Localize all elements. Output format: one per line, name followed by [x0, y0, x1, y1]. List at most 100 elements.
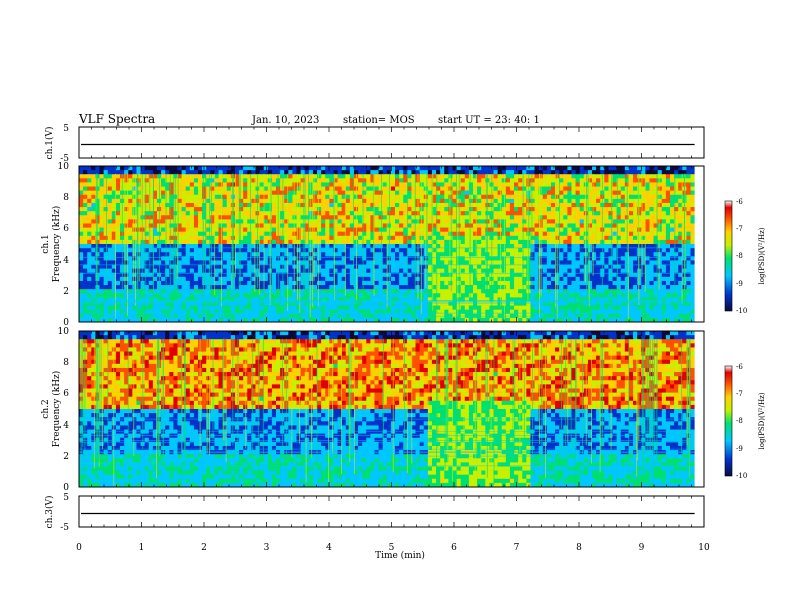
- spectrogram-cell: [234, 186, 240, 191]
- spectrogram-cell: [185, 219, 191, 224]
- spectrogram-cell: [370, 252, 375, 257]
- spectrogram-cell: [341, 305, 347, 310]
- spectrogram-cell: [341, 211, 347, 216]
- spectrogram-cell: [407, 219, 412, 224]
- spectrogram-cell: [308, 227, 314, 232]
- spectrogram-cell: [259, 260, 264, 265]
- spectrogram-cell: [329, 166, 334, 171]
- spectrogram-cell: [395, 227, 400, 232]
- spectrogram-cell: [436, 276, 441, 282]
- spectrogram-cell: [243, 301, 248, 306]
- spectrogram-cell: [522, 211, 527, 216]
- spectrogram-cell: [473, 289, 478, 294]
- spectrogram-cell: [427, 202, 433, 208]
- spectrogram-cell: [325, 264, 330, 269]
- spectrogram-cell: [103, 244, 109, 249]
- spectrogram-cell: [349, 264, 355, 269]
- spectrogram-cell: [436, 231, 441, 237]
- spectrogram-cell: [259, 207, 264, 212]
- spectrogram-cell: [468, 301, 474, 306]
- spectrogram-cell: [366, 293, 371, 298]
- spectrogram-cell: [341, 301, 347, 306]
- spectrogram-cell: [345, 190, 351, 196]
- spectrogram-cell: [407, 260, 412, 265]
- spectrogram-cell: [546, 190, 552, 196]
- spectrogram-cell: [292, 256, 297, 261]
- spectrogram-cell: [185, 239, 191, 245]
- spectrogram-cell: [382, 235, 388, 241]
- spectrogram-cell: [497, 190, 503, 196]
- spectrogram-cell: [136, 219, 141, 224]
- spectrogram-cell: [111, 260, 117, 265]
- spectrogram-cell: [559, 211, 564, 216]
- spectrogram-cell: [284, 289, 289, 294]
- spectrogram-cell: [239, 170, 244, 175]
- spectrogram-cell: [390, 260, 396, 265]
- spectrogram-cell: [596, 260, 601, 265]
- spectrogram-cell: [202, 301, 207, 306]
- spectrogram-cell: [226, 239, 232, 245]
- spectrogram-cell: [193, 301, 199, 306]
- spectrogram-cell: [329, 268, 334, 274]
- spectrogram-cell: [436, 297, 441, 302]
- spectrogram-cell: [596, 256, 601, 261]
- spectrogram-cell: [592, 317, 597, 323]
- spectrogram-cell: [111, 223, 117, 228]
- spectrogram-cell: [604, 219, 609, 224]
- spectrogram-cell: [587, 248, 593, 253]
- spectrogram-cell: [181, 272, 186, 278]
- spectrogram-cell: [193, 207, 199, 212]
- spectrogram-cell: [407, 252, 412, 257]
- spectrogram-cell: [337, 215, 342, 220]
- spectrogram-cell: [542, 223, 548, 228]
- spectrogram-cell: [592, 293, 597, 298]
- spectrogram-cell: [395, 268, 400, 274]
- spectrogram-cell: [280, 252, 285, 257]
- spectrogram-cell: [575, 211, 580, 216]
- spectrogram-cell: [337, 276, 342, 282]
- spectrogram-cell: [321, 207, 326, 212]
- spectrogram-cell: [144, 194, 150, 200]
- spectrogram-cell: [124, 170, 129, 175]
- spectrogram-cell: [505, 202, 511, 208]
- spectrogram-cell: [407, 235, 412, 241]
- spectrogram-cell: [115, 178, 121, 183]
- spectrogram-cell: [300, 276, 306, 282]
- spectrogram-cell: [177, 244, 182, 249]
- spectrogram-cell: [169, 301, 174, 306]
- spectrogram-cell: [473, 293, 478, 298]
- spectrogram-cell: [563, 198, 568, 204]
- spectrogram-cell: [493, 239, 498, 245]
- spectrogram-cell: [325, 297, 330, 302]
- spectrogram-cell: [296, 198, 301, 204]
- spectrogram-cell: [193, 231, 199, 237]
- spectrogram-cell: [140, 182, 145, 187]
- spectrogram-cell: [579, 297, 585, 302]
- spectrogram-cell: [473, 178, 478, 183]
- spectrogram-cell: [99, 235, 104, 241]
- spectrogram-cell: [329, 223, 334, 228]
- spectrogram-cell: [587, 211, 593, 216]
- spectrogram-cell: [234, 268, 240, 274]
- spectrogram-cell: [362, 285, 367, 290]
- spectrogram-cell: [567, 174, 572, 179]
- spectrogram-cell: [296, 285, 301, 290]
- spectrogram-cell: [83, 190, 88, 196]
- spectrogram-cell: [198, 219, 203, 224]
- spectrogram-cell: [259, 244, 264, 249]
- spectrogram-cell: [399, 244, 404, 249]
- spectrogram-cell: [308, 219, 314, 224]
- spectrogram-cell: [514, 293, 519, 298]
- spectrogram-cell: [403, 272, 408, 278]
- spectrogram-cell: [230, 190, 236, 196]
- spectrogram-cell: [518, 256, 523, 261]
- spectrogram-cell: [436, 215, 441, 220]
- spectrogram-cell: [575, 256, 580, 261]
- spectrogram-cell: [189, 268, 195, 274]
- spectrogram-cell: [526, 309, 531, 315]
- spectrogram-cell: [399, 186, 404, 191]
- spectrogram-cell: [436, 248, 441, 253]
- spectrogram-cell: [374, 194, 379, 200]
- spectrogram-cell: [161, 305, 166, 310]
- spectrogram-cell: [214, 252, 219, 257]
